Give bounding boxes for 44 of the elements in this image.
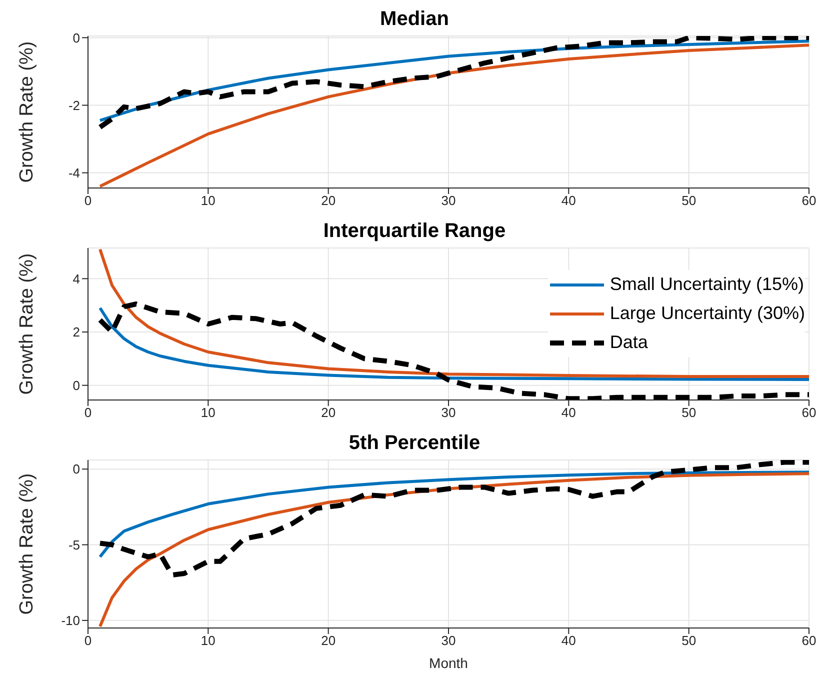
y-tick-label: 4 — [72, 271, 80, 286]
y-tick-label: -2 — [68, 98, 80, 113]
y-axis-title: Growth Rate (%) — [16, 473, 38, 615]
x-tick-label: 40 — [561, 193, 576, 208]
y-axis-title: Growth Rate (%) — [16, 253, 38, 395]
line-series — [98, 44, 809, 188]
x-tick-label: 40 — [561, 405, 576, 420]
y-tick-label: 0 — [72, 378, 80, 393]
legend-label: Data — [610, 331, 648, 354]
legend-label: Small Uncertainty (15%) — [610, 273, 804, 296]
x-tick-label: 30 — [441, 405, 456, 420]
x-tick-label: 50 — [682, 193, 696, 208]
legend-label: Large Uncertainty (30%) — [610, 302, 805, 325]
x-tick-label: 0 — [84, 405, 92, 420]
y-tick-label: -4 — [68, 165, 80, 180]
y-tick-label: 0 — [72, 462, 80, 477]
x-tick-label: 60 — [802, 193, 816, 208]
line-series — [98, 470, 809, 558]
x-tick-label: 0 — [84, 633, 92, 648]
chart-title: Median — [379, 8, 450, 30]
y-tick-label: 2 — [72, 324, 80, 340]
x-tick-label: 10 — [200, 193, 216, 208]
x-tick-label: 60 — [802, 633, 816, 648]
x-tick-label: 20 — [321, 633, 336, 648]
x-tick-label: 60 — [802, 405, 816, 420]
line-series — [98, 248, 809, 378]
x-tick-label: 40 — [561, 633, 576, 648]
y-axis-title: Growth Rate (%) — [16, 41, 38, 183]
y-tick-label: -10 — [61, 613, 80, 628]
chart-title: 5th Percentile — [348, 432, 482, 454]
x-tick-label: 30 — [441, 633, 456, 648]
x-tick-label: 0 — [84, 193, 92, 208]
x-tick-label: 10 — [200, 405, 216, 420]
x-tick-label: 50 — [682, 633, 696, 648]
line-series — [98, 306, 809, 381]
x-tick-label: 30 — [441, 193, 456, 208]
x-axis-title: Month — [429, 655, 468, 671]
x-tick-label: 10 — [200, 633, 216, 648]
y-tick-label: 0 — [72, 30, 80, 46]
chart-title: Interquartile Range — [322, 220, 507, 242]
y-tick-label: -5 — [68, 537, 80, 552]
x-tick-label: 50 — [682, 405, 696, 420]
x-tick-label: 20 — [321, 193, 336, 208]
x-tick-label: 20 — [321, 405, 336, 420]
